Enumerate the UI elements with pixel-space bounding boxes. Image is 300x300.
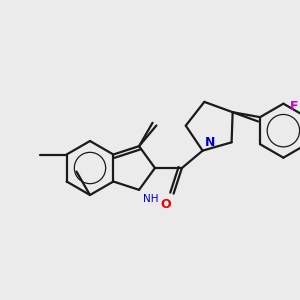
Text: O: O	[160, 198, 171, 211]
Text: F: F	[290, 100, 298, 113]
Text: NH: NH	[143, 194, 159, 204]
Text: N: N	[205, 136, 215, 148]
